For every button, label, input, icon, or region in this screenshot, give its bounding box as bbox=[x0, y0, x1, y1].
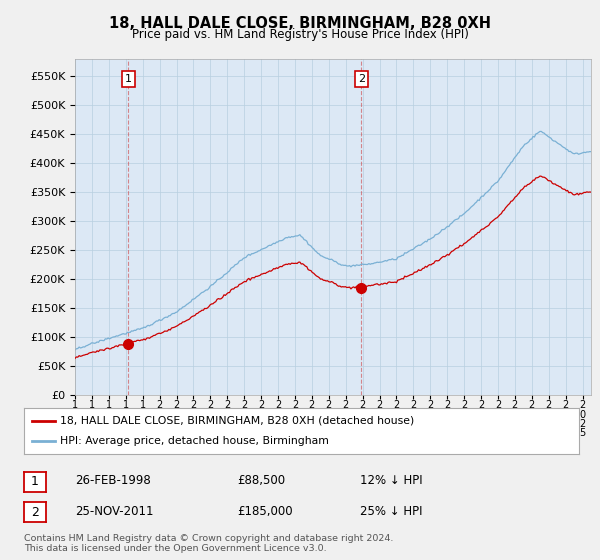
Text: Contains HM Land Registry data © Crown copyright and database right 2024.
This d: Contains HM Land Registry data © Crown c… bbox=[24, 534, 394, 553]
Text: £185,000: £185,000 bbox=[237, 505, 293, 518]
Text: 2: 2 bbox=[358, 74, 365, 84]
Text: 18, HALL DALE CLOSE, BIRMINGHAM, B28 0XH: 18, HALL DALE CLOSE, BIRMINGHAM, B28 0XH bbox=[109, 16, 491, 31]
Text: 25% ↓ HPI: 25% ↓ HPI bbox=[360, 505, 422, 518]
Text: 2: 2 bbox=[31, 506, 39, 519]
Text: 25-NOV-2011: 25-NOV-2011 bbox=[75, 505, 154, 518]
Text: 18, HALL DALE CLOSE, BIRMINGHAM, B28 0XH (detached house): 18, HALL DALE CLOSE, BIRMINGHAM, B28 0XH… bbox=[60, 416, 415, 426]
Text: HPI: Average price, detached house, Birmingham: HPI: Average price, detached house, Birm… bbox=[60, 436, 329, 446]
Text: 12% ↓ HPI: 12% ↓ HPI bbox=[360, 474, 422, 487]
Text: 1: 1 bbox=[125, 74, 132, 84]
Text: £88,500: £88,500 bbox=[237, 474, 285, 487]
Text: 1: 1 bbox=[31, 475, 39, 488]
Text: Price paid vs. HM Land Registry's House Price Index (HPI): Price paid vs. HM Land Registry's House … bbox=[131, 28, 469, 41]
Text: 26-FEB-1998: 26-FEB-1998 bbox=[75, 474, 151, 487]
